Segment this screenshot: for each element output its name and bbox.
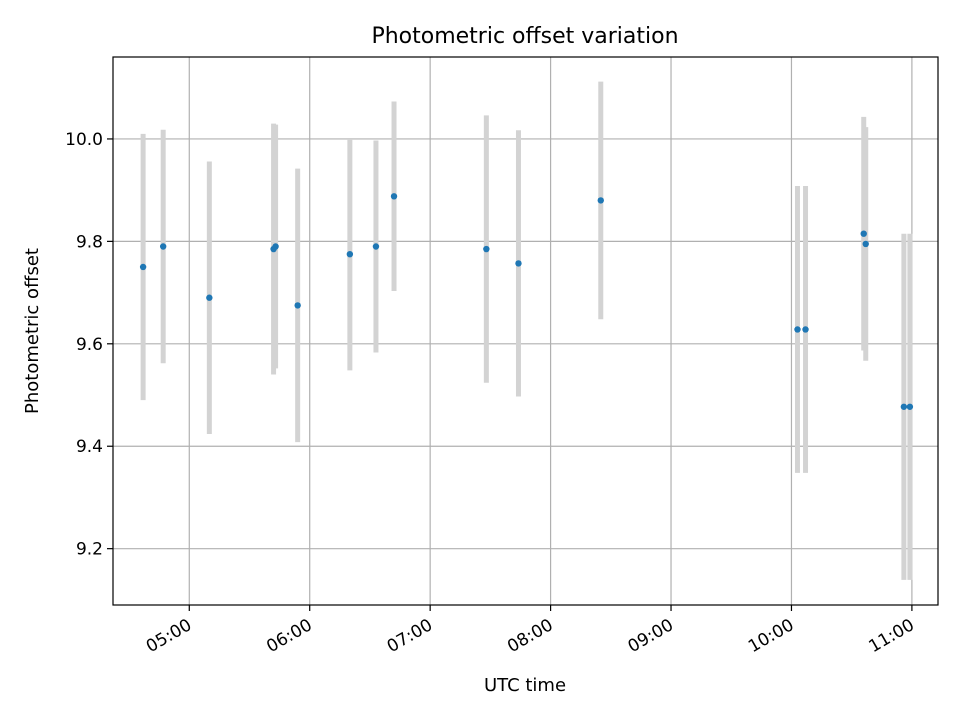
y-tick-label: 9.8 — [76, 232, 103, 252]
data-point — [597, 197, 604, 204]
data-point — [272, 243, 279, 250]
data-point — [802, 326, 809, 333]
data-point — [139, 263, 147, 271]
data-point — [900, 403, 908, 410]
data-point — [906, 403, 914, 410]
data-point — [372, 243, 380, 250]
y-tick-label: 9.6 — [76, 335, 103, 355]
data-point — [794, 326, 801, 333]
data-point — [206, 294, 213, 301]
data-point — [390, 193, 398, 200]
chart-title: Photometric offset variation — [371, 24, 678, 49]
data-point — [483, 245, 490, 253]
data-point — [294, 302, 301, 309]
data-point — [860, 230, 867, 237]
data-point — [346, 250, 354, 258]
y-tick-label: 9.2 — [76, 540, 103, 560]
plot-frame — [112, 56, 939, 606]
grid — [113, 57, 938, 605]
y-axis-label: Photometric offset — [22, 248, 43, 414]
data-point — [862, 240, 869, 248]
x-axis-label: UTC time — [484, 675, 566, 696]
data-point — [159, 243, 167, 250]
y-tick-label: 9.4 — [76, 437, 103, 457]
data-point — [515, 260, 522, 267]
y-tick-label: 10.0 — [65, 130, 103, 150]
data-points — [139, 193, 914, 410]
